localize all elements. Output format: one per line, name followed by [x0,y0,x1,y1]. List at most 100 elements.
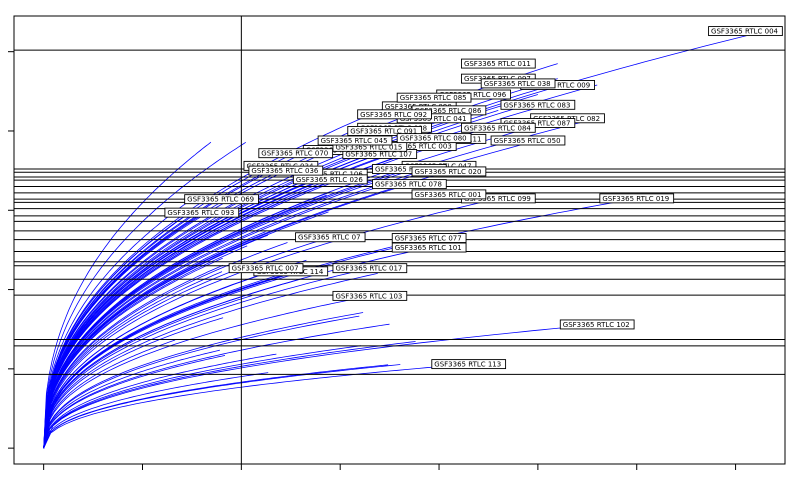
label-text: GSF3365 RTLC 084 [464,124,531,132]
series-line-37 [43,363,469,449]
label-box [480,78,556,89]
label-text: GSF3365 RTLC 101 [395,244,462,252]
label-text: GSF3365 RTLC 007 [232,265,299,273]
label-text: GSF3365 RTLC 050 [494,137,561,145]
series-line-29 [43,212,203,449]
label-box [490,135,566,146]
label-box [184,194,259,205]
series-label: GSF3365 RTLC 069 [184,194,259,205]
label-text: GSF3365 RTLC 020 [415,168,482,176]
label-box [372,179,447,190]
label-text: GSF3365 RTLC 001 [415,191,482,199]
label-box [708,26,783,37]
series-label: GSF3365 RTLC 004 [708,26,783,37]
series-line-31 [43,236,331,449]
label-text: GSF3365 RTLC 087 [503,120,570,128]
label-text: GSF3365 RTLC 049 [375,166,442,174]
series-line-14 [43,138,459,449]
extra-curve-26 [43,349,220,449]
series-line-32 [43,247,430,449]
extra-curve-30 [43,141,247,449]
series-line-1 [43,63,558,449]
series-line-34 [43,270,291,449]
label-box [396,133,472,144]
label-text: GSF3365 RTLC 083 [503,101,570,109]
series-label: GSF3365 RTLC 050 [490,135,566,146]
label-text: GSF3365 RTLC 092 [360,111,427,119]
label-box [332,290,408,301]
label-box [164,207,240,218]
labels-layer: GSF3365 RTLC 004 GSF3365 RTLC 011 GSF3365 … [164,26,783,370]
extra-curve-8 [43,213,204,449]
label-box [559,319,635,330]
label-box [295,232,366,243]
label-box [347,126,423,136]
series-label: GSF3365 RTLC 080 [396,133,472,144]
extra-curve-13 [43,141,212,449]
label-text: GSF3365 RTLC 085 [400,94,467,102]
series-label: GSF3365 RTLC 093 [164,207,240,218]
series-label: GSF3365 RTLC 092 [357,109,432,120]
label-box [411,166,487,177]
series-label: GSF3365 RTLC 103 [332,290,408,301]
series-label: GSF3365 RTLC 078 [372,179,447,190]
extra-curve-39 [43,194,327,449]
series-label: GSF3365 RTLC 07 [295,232,366,243]
series-label: GSF3365 RTLC 026 [292,174,368,185]
axes-layer [8,15,786,470]
extra-curve-29 [43,211,329,449]
extra-curve-36 [43,315,360,449]
label-text: GSF3365 RTLC 106 [296,170,363,178]
label-text: GSF3365 RTLC 080 [400,135,467,143]
series-label: GSF3365 RTLC 077 [391,233,467,243]
series-line-16 [43,145,430,449]
label-text: GSF3365 RTLC 103 [335,292,402,300]
label-text: GSF3365 RTLC 041 [400,115,467,123]
extra-curve-20 [43,295,253,449]
series-label: GSF3365 RTLC 113 [431,359,507,370]
extra-curve-7 [43,257,223,449]
label-text: GSF3365 RTLC 009 [523,81,590,89]
label-text: GSF3365 RTLC 038 [484,80,551,88]
extra-curve-34 [43,317,224,449]
extra-curve-18 [43,245,248,449]
extra-curve-6 [43,217,183,449]
series-label: GSF3365 RTLC 045 [317,135,393,146]
label-box [411,189,487,200]
label-text: GSF3365 RTLC 099 [464,195,531,203]
label-box [332,263,408,274]
label-text: GSF3365 RTLC 011 [464,60,531,68]
extra-curve-32 [43,273,378,449]
extra-curve-33 [43,269,276,449]
series-label: GSF3365 RTLC 017 [332,263,408,274]
label-text: GSF3365 RTLC 003 [385,143,452,151]
series-label: GSF3365 RTLC 011 [460,58,536,69]
series-label: GSF3365 RTLC 085 [396,92,472,103]
series-label: GSF3365 RTLC 007 [228,263,304,274]
label-box [431,359,507,370]
extra-curve-28 [43,372,269,449]
label-text: GSF3365 RTLC 102 [563,321,630,329]
label-box [317,135,393,146]
label-text: GSF3365 RTLC 091 [350,127,417,135]
label-text: GSF3365 RTLC 017 [335,265,402,273]
label-text: GSF3365 RTLC 015 [335,143,402,151]
extra-curve-1 [43,355,226,449]
series-label: GSF3365 RTLC 019 [599,193,675,204]
series-line-17 [43,149,301,449]
series-line-33 [43,267,370,449]
series-label: GSF3365 RTLC 036 [248,165,324,176]
label-box [391,242,467,253]
label-box [460,122,536,133]
series-line-35 [43,295,370,449]
series-label: GSF3365 RTLC 101 [391,242,467,253]
series-line-23 [43,173,331,449]
label-text: GSF3365 RTLC 045 [321,137,388,145]
extra-curve-31 [43,273,290,449]
label-text: GSF3365 RTLC 086 [415,107,482,115]
label-text: GSF3365 RTLC 069 [187,196,254,204]
label-box [357,109,432,120]
plot-frame [13,15,786,465]
label-text: GSF3365 RTLC 107 [345,150,412,158]
